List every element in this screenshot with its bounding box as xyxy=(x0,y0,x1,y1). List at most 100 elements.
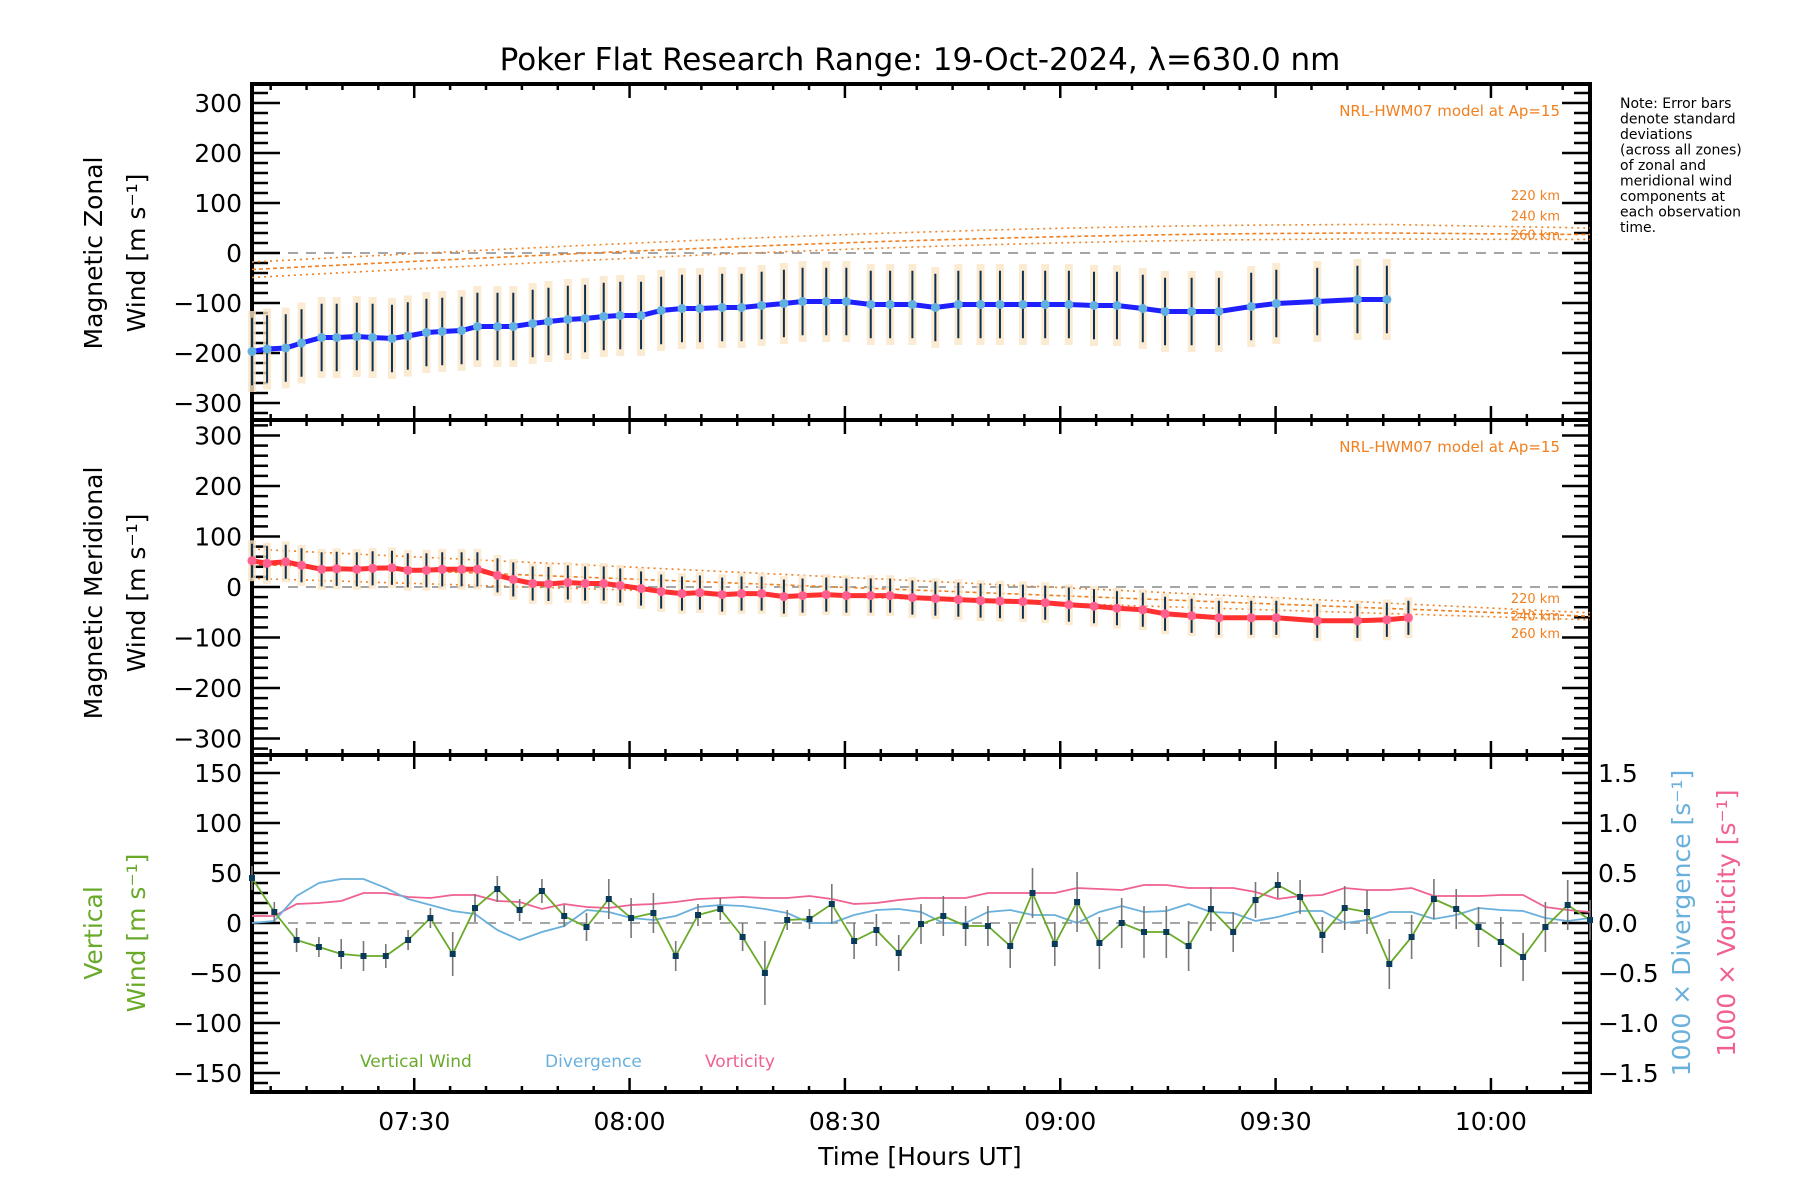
zonal-ylabel-line1: Magnetic Zonal xyxy=(79,157,108,350)
vorticity-y2label: 1000 × Vorticity [s⁻¹] xyxy=(1712,790,1741,1057)
vertical-wind-point xyxy=(1029,890,1036,896)
legend-vorticity: Vorticity xyxy=(705,1052,775,1072)
model-curve-220km xyxy=(251,223,1591,263)
mean-wind-point xyxy=(297,338,306,348)
meridional-panel: 300 200 100 0 −100 −200 −300 220 km 240 km 260 km… xyxy=(173,418,1592,757)
mean-wind-point xyxy=(779,299,789,308)
y-tick-label: 100 xyxy=(194,189,242,218)
mean-wind-point xyxy=(1271,613,1281,623)
mean-wind-point xyxy=(281,343,291,353)
vertical-wind-point xyxy=(1007,943,1014,949)
vertical-wind-point xyxy=(873,927,880,933)
vertical-wind-point xyxy=(1564,902,1571,908)
mean-wind-point xyxy=(1352,295,1362,304)
mean-wind-point xyxy=(368,563,378,573)
mean-wind-point xyxy=(677,304,687,313)
mean-wind-point xyxy=(695,304,705,313)
mean-wind-point xyxy=(472,322,482,331)
vertical-wind-point xyxy=(338,951,345,957)
mean-wind-point xyxy=(885,591,895,601)
mean-wind-point xyxy=(247,347,257,356)
mean-wind-point xyxy=(1040,598,1050,608)
mean-wind-point xyxy=(262,558,272,568)
vertical-wind-point xyxy=(427,915,434,921)
y-tick-label: 200 xyxy=(194,139,242,168)
vertical-wind-point xyxy=(561,913,568,919)
mean-wind-point xyxy=(737,589,746,599)
y-tick-label: 150 xyxy=(194,759,242,788)
vertical-wind-point xyxy=(784,917,791,923)
mean-wind-point xyxy=(352,564,362,574)
model-curve-240km xyxy=(251,563,1591,618)
mean-wind-point xyxy=(580,314,590,323)
vertical-wind-point xyxy=(1453,906,1460,912)
mean-wind-point xyxy=(907,593,917,603)
mean-wind-point xyxy=(995,596,1005,606)
mean-wind-point xyxy=(528,579,538,588)
vertical-wind-point xyxy=(1141,929,1147,935)
mean-wind-point xyxy=(866,300,876,309)
mean-wind-point xyxy=(885,300,895,309)
mean-wind-point xyxy=(1312,297,1322,306)
mean-wind-point xyxy=(1382,295,1392,304)
vertical-wind-point xyxy=(360,953,367,959)
mean-wind-point xyxy=(352,332,362,341)
mean-wind-point xyxy=(1403,613,1413,623)
mean-wind-point xyxy=(995,300,1005,309)
y-tick-label: 0 xyxy=(226,909,242,938)
mean-wind-point xyxy=(437,564,447,574)
vertical-wind-point xyxy=(1364,909,1370,915)
mean-wind-point xyxy=(403,565,413,575)
vertical-wind-point xyxy=(1587,917,1593,923)
mean-wind-point xyxy=(544,317,553,326)
y-tick-label: 50 xyxy=(210,859,242,888)
mean-wind-point xyxy=(821,297,831,306)
vertical-wind-point xyxy=(1252,897,1259,903)
y-tick-label: 200 xyxy=(194,472,242,501)
mean-wind-point xyxy=(508,574,518,584)
vertical-wind-point xyxy=(806,916,813,922)
vertical-wind-point xyxy=(962,923,969,929)
model-altitude-label: 220 km xyxy=(1511,592,1560,607)
vertical-wind-point xyxy=(739,934,746,940)
y-tick-label: 100 xyxy=(194,809,242,838)
y-tick-label: 0 xyxy=(226,239,242,268)
mean-wind-point xyxy=(368,333,378,342)
mean-wind-point xyxy=(297,560,306,570)
vertical-wind-point xyxy=(249,875,255,881)
vertical-wind-point xyxy=(538,888,545,894)
y-tick-label: −200 xyxy=(173,339,242,368)
zonal-ylabel-line2: Wind [m s⁻¹] xyxy=(122,174,151,333)
mean-wind-point xyxy=(332,333,342,342)
mean-wind-point xyxy=(1138,304,1148,313)
vertical-wind-point xyxy=(583,924,590,930)
mean-wind-point xyxy=(717,590,727,600)
mean-wind-point xyxy=(1246,302,1256,311)
y2-tick-label: 0.5 xyxy=(1598,859,1638,888)
model-altitude-label: 240 km xyxy=(1511,210,1560,225)
x-axis-label: Time [Hours UT] xyxy=(817,1142,1021,1171)
mean-wind-point xyxy=(1246,613,1256,623)
vertical-panel: 150 100 50 0 −50 −100 −150 1.5 1.0 0.5 0.0 −0.5 −1.0… xyxy=(173,753,1659,1136)
mean-wind-point xyxy=(930,303,940,312)
mean-wind-point xyxy=(656,587,666,596)
vertical-wind-point xyxy=(628,915,635,921)
x-tick-label: 09:30 xyxy=(1240,1107,1312,1136)
y-tick-label: 300 xyxy=(194,89,242,118)
mean-wind-point xyxy=(798,297,808,306)
mean-wind-point xyxy=(262,344,272,354)
y2-tick-label: −1.5 xyxy=(1598,1059,1659,1088)
mean-wind-point xyxy=(1112,603,1122,613)
mean-wind-point xyxy=(757,301,767,310)
y-tick-label: 100 xyxy=(194,523,242,552)
mean-wind-point xyxy=(247,556,257,566)
mean-wind-point xyxy=(599,579,609,588)
mean-wind-point xyxy=(636,311,646,320)
mean-wind-point xyxy=(1040,300,1050,309)
vertical-wind-point xyxy=(1386,961,1393,967)
vertical-wind-point xyxy=(1074,899,1081,905)
plot-frame xyxy=(250,82,1592,422)
mean-wind-point xyxy=(656,306,666,315)
mean-wind-point xyxy=(1214,613,1224,623)
